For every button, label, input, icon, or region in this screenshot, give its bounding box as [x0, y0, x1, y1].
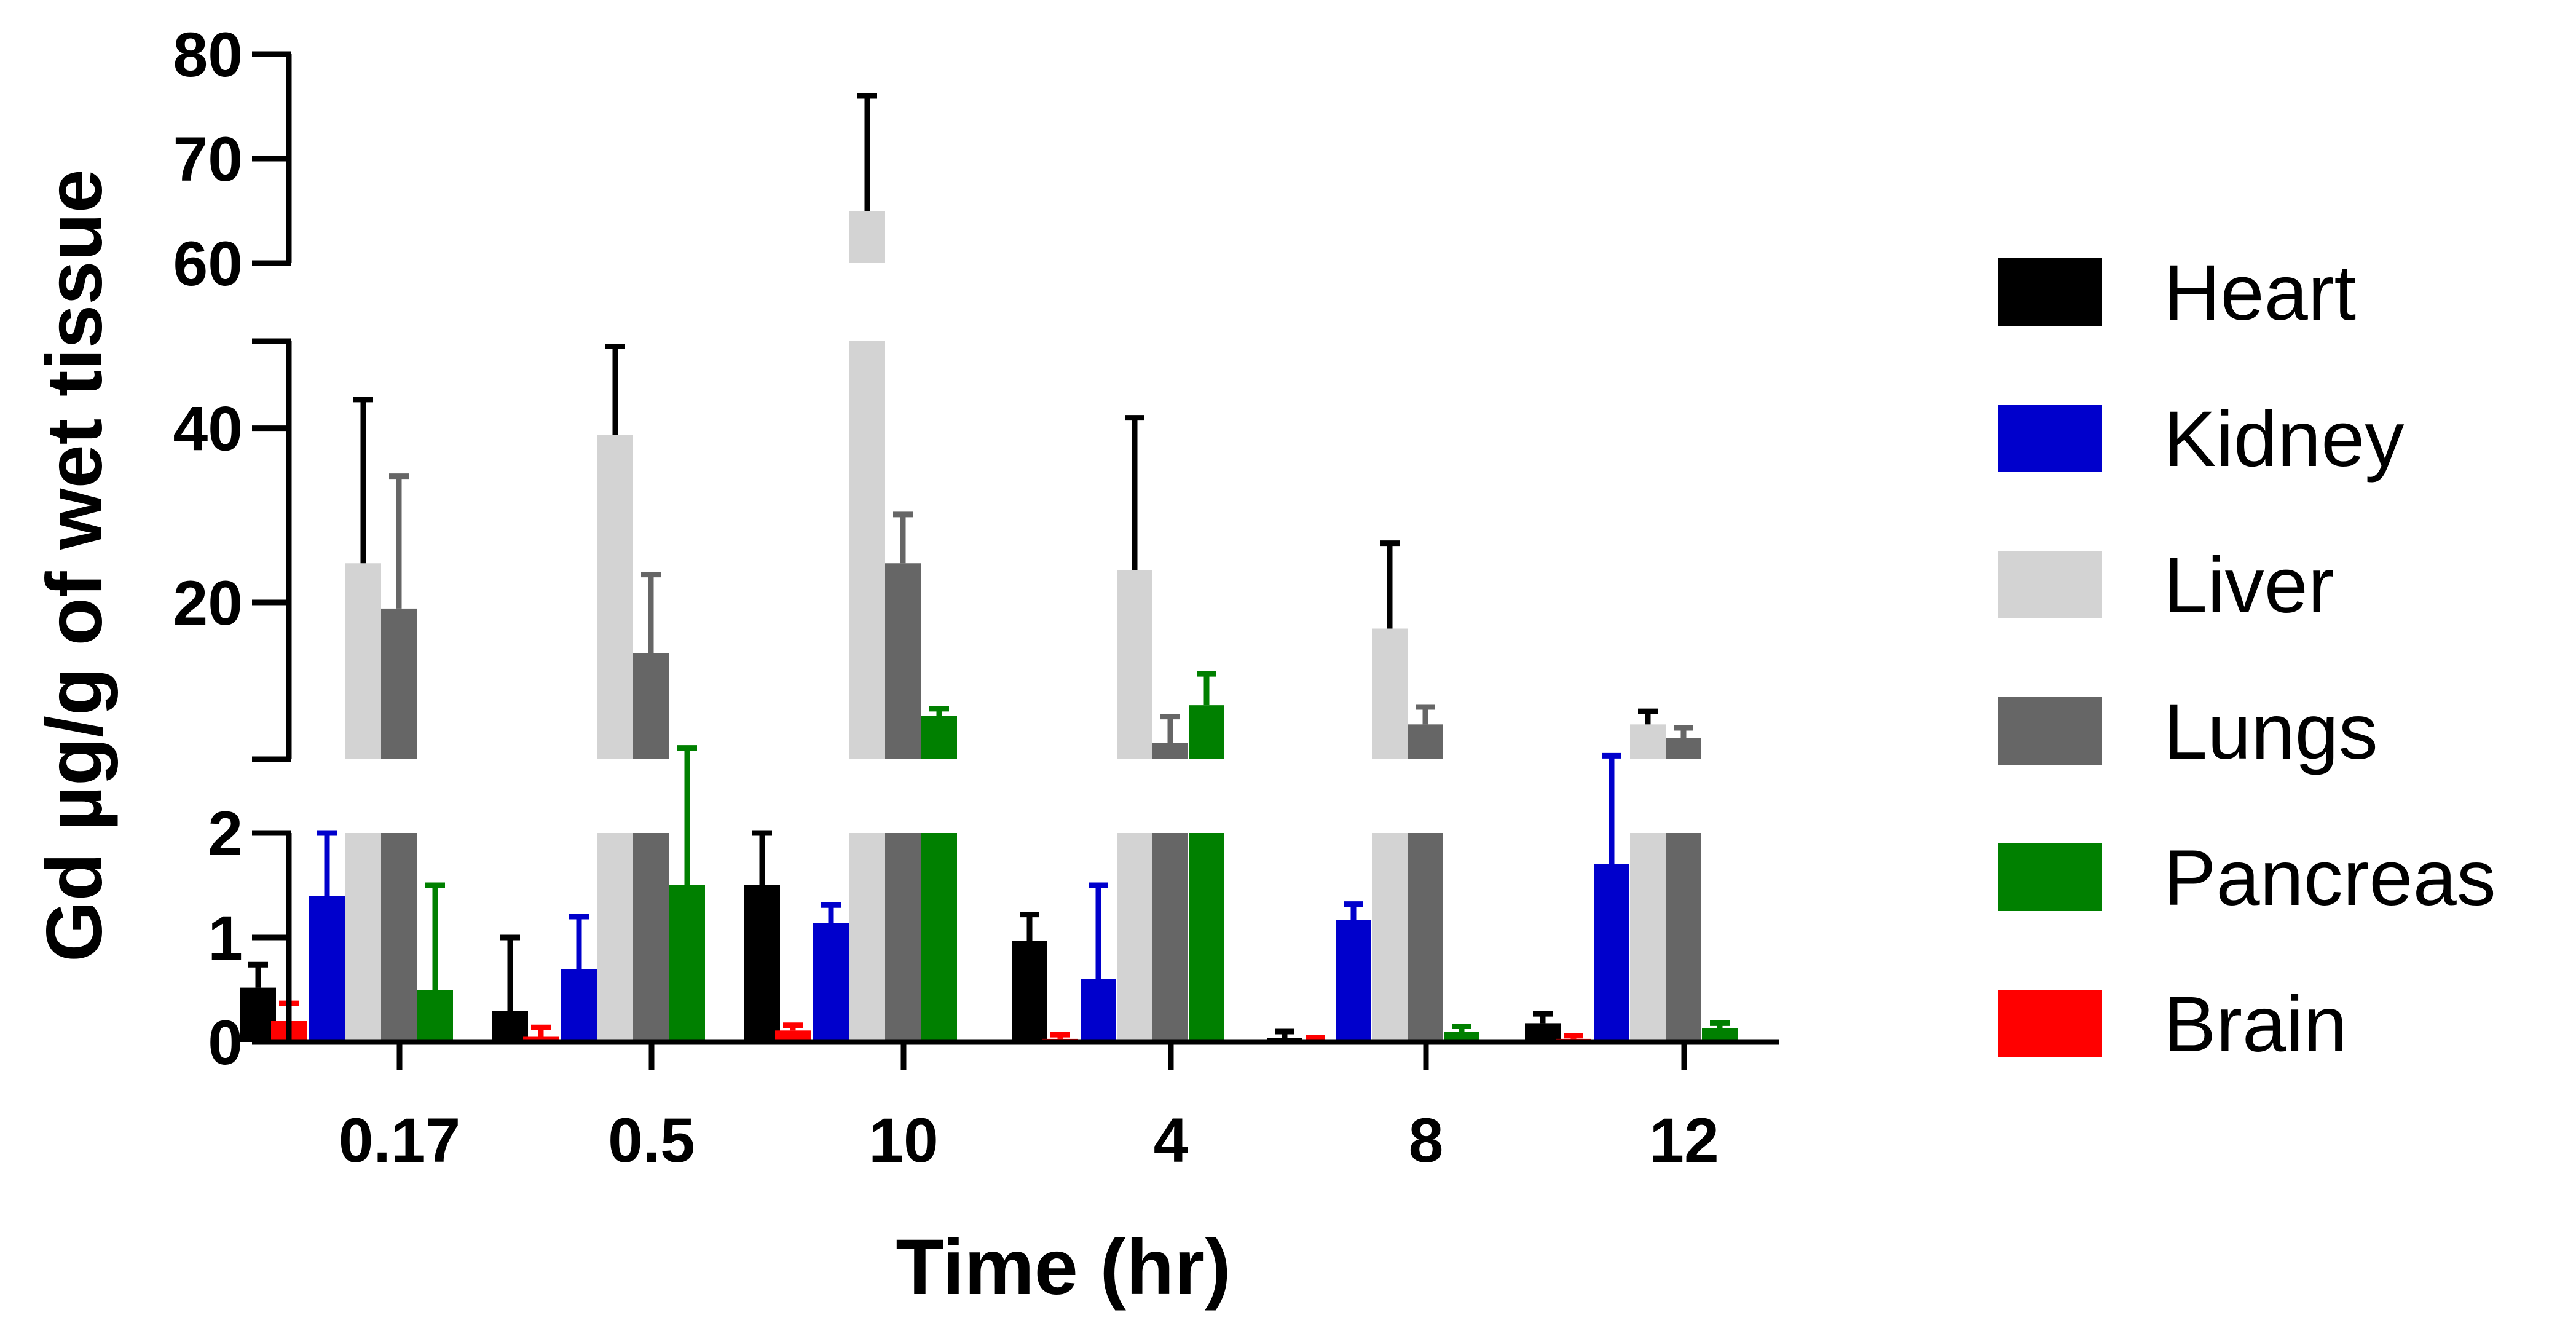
- bar-liver: [345, 833, 381, 1042]
- bar-pancreas: [921, 833, 957, 1042]
- bar-lungs: [381, 833, 417, 1042]
- x-axis-title: Time (hr): [896, 1223, 1231, 1311]
- bar-heart: [240, 987, 276, 1042]
- bar-liver: [1630, 833, 1666, 1042]
- y-tick-label: 60: [173, 229, 243, 299]
- y-tick-label: 70: [173, 124, 243, 194]
- bar-liver: [597, 435, 633, 759]
- bar-lungs: [1152, 833, 1188, 1042]
- bar-lungs: [633, 833, 669, 1042]
- bar-lungs: [885, 563, 921, 759]
- legend-label-liver: Liver: [2164, 542, 2334, 630]
- bar-pancreas: [417, 990, 453, 1042]
- legend-swatch-kidney: [1998, 405, 2102, 472]
- x-tick-label: 0.5: [608, 1105, 695, 1175]
- bar-heart: [744, 885, 780, 1042]
- bar-heart: [1012, 941, 1047, 1042]
- bar-liver: [849, 211, 885, 263]
- bar-liver: [1630, 724, 1666, 759]
- bar-liver: [849, 341, 885, 759]
- legend-label-kidney: Kidney: [2164, 395, 2404, 483]
- bar-brain: [775, 1030, 811, 1042]
- x-tick-label: 0.17: [339, 1105, 461, 1175]
- bars-layer: [240, 93, 1738, 1042]
- bar-heart: [1525, 1023, 1561, 1042]
- legend-swatch-pancreas: [1998, 843, 2102, 911]
- bar-liver: [849, 833, 885, 1042]
- bar-lungs: [1666, 833, 1701, 1042]
- bar-kidney: [561, 969, 597, 1042]
- y-tick-label: 20: [173, 568, 243, 638]
- bar-kidney: [1081, 979, 1116, 1042]
- bar-kidney: [1336, 920, 1371, 1042]
- y-tick-label: 2: [208, 799, 243, 869]
- bar-lungs: [633, 653, 669, 759]
- y-tick-label: 80: [173, 20, 243, 90]
- bar-pancreas: [1702, 1028, 1738, 1042]
- y-tick-label: 40: [173, 394, 243, 464]
- bar-lungs: [1152, 743, 1188, 759]
- bar-liver: [1372, 833, 1408, 1042]
- legend-swatch-liver: [1998, 551, 2102, 618]
- bar-kidney: [1594, 864, 1629, 1042]
- bar-pancreas: [669, 885, 705, 1042]
- legend-swatch-heart: [1998, 258, 2102, 326]
- legend-label-brain: Brain: [2164, 981, 2347, 1068]
- bar-heart: [492, 1011, 528, 1042]
- bar-lungs: [1408, 724, 1443, 759]
- x-tick-label: 8: [1409, 1105, 1444, 1175]
- x-tick-label: 12: [1649, 1105, 1719, 1175]
- bar-lungs: [885, 833, 921, 1042]
- x-tick-label: 10: [869, 1105, 938, 1175]
- bar-liver: [597, 833, 633, 1042]
- bar-lungs: [381, 608, 417, 759]
- bar-kidney: [813, 923, 849, 1042]
- legend-label-lungs: Lungs: [2164, 688, 2378, 776]
- y-tick-label: 1: [208, 903, 243, 973]
- bar-liver: [345, 563, 381, 759]
- y-tick-label: 0: [208, 1008, 243, 1078]
- y-axis-title: Gd µg/g of wet tissue: [31, 169, 119, 962]
- legend-label-heart: Heart: [2164, 249, 2356, 337]
- bar-liver: [1117, 833, 1152, 1042]
- legend-label-pancreas: Pancreas: [2164, 834, 2496, 922]
- bar-lungs: [1408, 833, 1443, 1042]
- legend: Heart Kidney Liver Lungs Pancreas Brain: [1998, 249, 2496, 1068]
- bar-pancreas: [921, 716, 957, 759]
- bar-kidney: [309, 896, 345, 1042]
- legend-swatch-lungs: [1998, 697, 2102, 765]
- bar-liver: [1117, 570, 1152, 759]
- legend-swatch-brain: [1998, 990, 2102, 1057]
- x-tick-label: 4: [1154, 1105, 1189, 1175]
- bar-pancreas: [1189, 833, 1224, 1042]
- bar-liver: [1372, 628, 1408, 759]
- bar-pancreas: [1189, 705, 1224, 759]
- bar-lungs: [1666, 738, 1701, 759]
